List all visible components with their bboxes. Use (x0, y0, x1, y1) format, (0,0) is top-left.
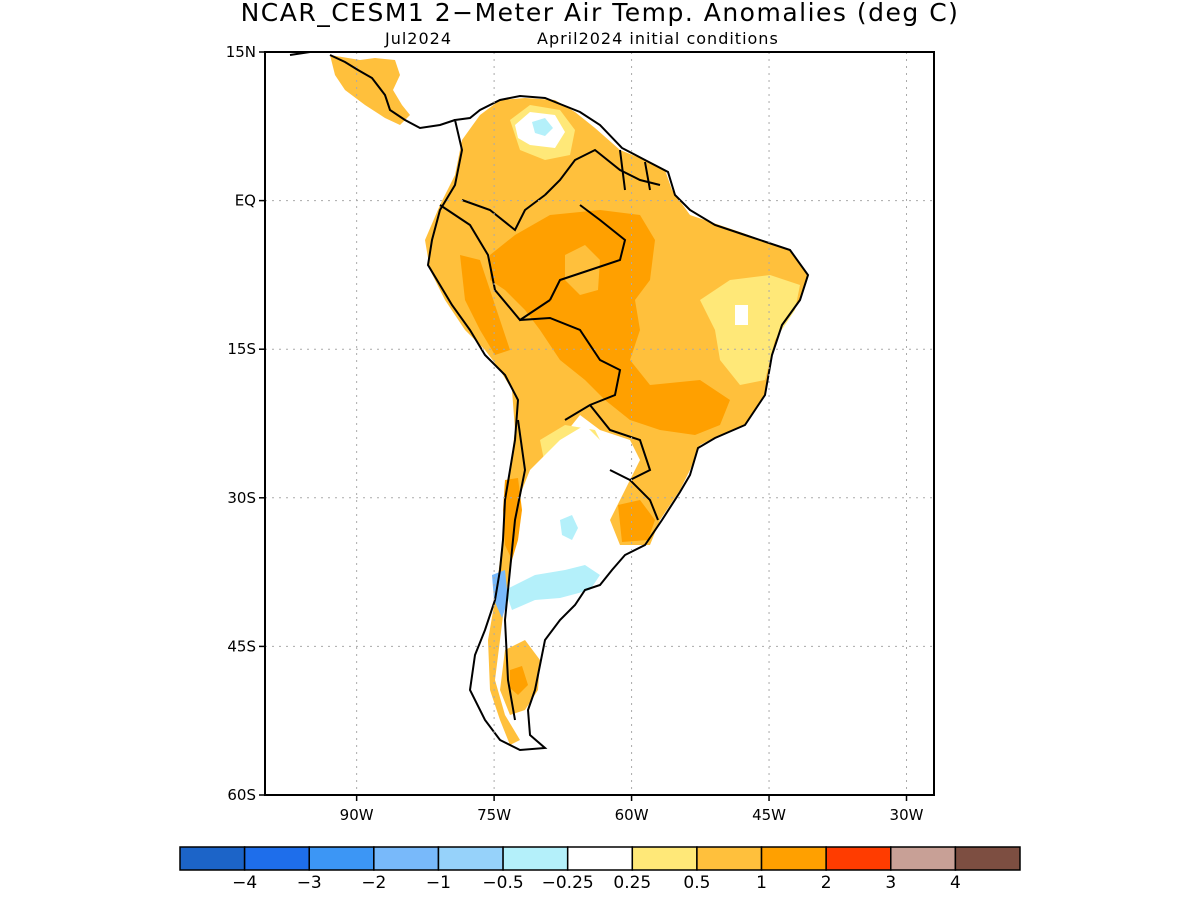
latitude-axis: 15N EQ 15S 30S 45S 60S (226, 43, 265, 804)
ne-brazil-white-cell (735, 305, 748, 325)
colorbar-swatch (179, 846, 246, 871)
longitude-axis: 90W 75W 60W 45W 30W (340, 795, 924, 824)
andes-orange-strip (460, 255, 510, 355)
valid-month-label: Jul2024 (385, 29, 453, 48)
amazon-inner-pale (565, 245, 600, 295)
colorbar-swatch (760, 846, 827, 871)
colorbar-label: −4 (232, 873, 257, 893)
colorbar-label: −0.5 (482, 873, 523, 893)
border-venezuela (544, 148, 661, 196)
lon-tick-label: 30W (890, 806, 924, 824)
colorbar-swatch (890, 846, 957, 871)
border-brazil-west (549, 204, 627, 301)
colorbar-swatch (243, 846, 310, 871)
patagonia-cool-band (505, 565, 600, 610)
lon-tick-label: 45W (752, 806, 786, 824)
colorbar-label: 2 (821, 873, 832, 893)
colorbar-label: 1 (756, 873, 767, 893)
patagonia-orange-pocket (510, 666, 528, 695)
amazon-strong-warm (490, 210, 730, 435)
venezuela-cool (532, 118, 553, 136)
colorbar-swatch (308, 846, 375, 871)
border-bolivia (519, 316, 622, 421)
init-conditions-label: April2024 initial conditions (537, 29, 779, 48)
colorbar-swatch (373, 846, 440, 871)
lat-tick-label: EQ (235, 192, 256, 210)
border-colombia (461, 194, 546, 232)
border-argentina-chile (503, 419, 527, 721)
colorbar-label: −1 (426, 873, 451, 893)
colorbar-label: 0.25 (613, 873, 651, 893)
colorbar-label: 0.5 (683, 873, 710, 893)
lat-tick-label: 15N (226, 43, 256, 61)
border-peru (439, 204, 551, 322)
lon-tick-label: 60W (615, 806, 649, 824)
coastline-south-america (426, 94, 810, 752)
border-paraguay (589, 404, 652, 482)
colorbar-swatch (631, 846, 698, 871)
uruguay-warm (618, 500, 655, 542)
amazon-east-warm (640, 290, 725, 380)
colorbar-swatch (437, 846, 504, 871)
colorbar-swatch (502, 846, 569, 871)
gridlines (265, 52, 934, 795)
colorbar-swatch (696, 846, 763, 871)
colorbar-label: −2 (361, 873, 386, 893)
lon-tick-label: 90W (340, 806, 374, 824)
lat-tick-label: 60S (227, 786, 256, 804)
colorbar-label: −0.25 (542, 873, 594, 893)
border-uruguay (629, 479, 659, 521)
border-guianas (619, 149, 651, 191)
ne-brazil-pale (700, 275, 800, 385)
lat-tick-label: 15S (227, 340, 256, 358)
colorbar-swatch (825, 846, 892, 871)
lat-tick-label: 30S (227, 489, 256, 507)
lon-tick-label: 75W (477, 806, 511, 824)
chile-warm-strip (503, 478, 522, 560)
map-frame (264, 51, 935, 796)
colorbar-swatch (954, 846, 1021, 871)
colorbar-label: −3 (297, 873, 322, 893)
colorbar-label: 4 (950, 873, 961, 893)
figure-title: NCAR_CESM1 2−Meter Air Temp. Anomalies (… (240, 0, 960, 27)
colorbar-label: 3 (885, 873, 896, 893)
colorbar: −4 −3 −2 −1 −0.5 −0.25 0.25 0.5 1 2 3 4 (179, 846, 1021, 893)
anomaly-fill-layer (330, 55, 808, 745)
colorbar-swatch (566, 846, 634, 871)
lat-tick-label: 45S (227, 637, 256, 655)
chile-cool-strip (492, 570, 508, 618)
argentina-cool-patch (560, 515, 578, 540)
